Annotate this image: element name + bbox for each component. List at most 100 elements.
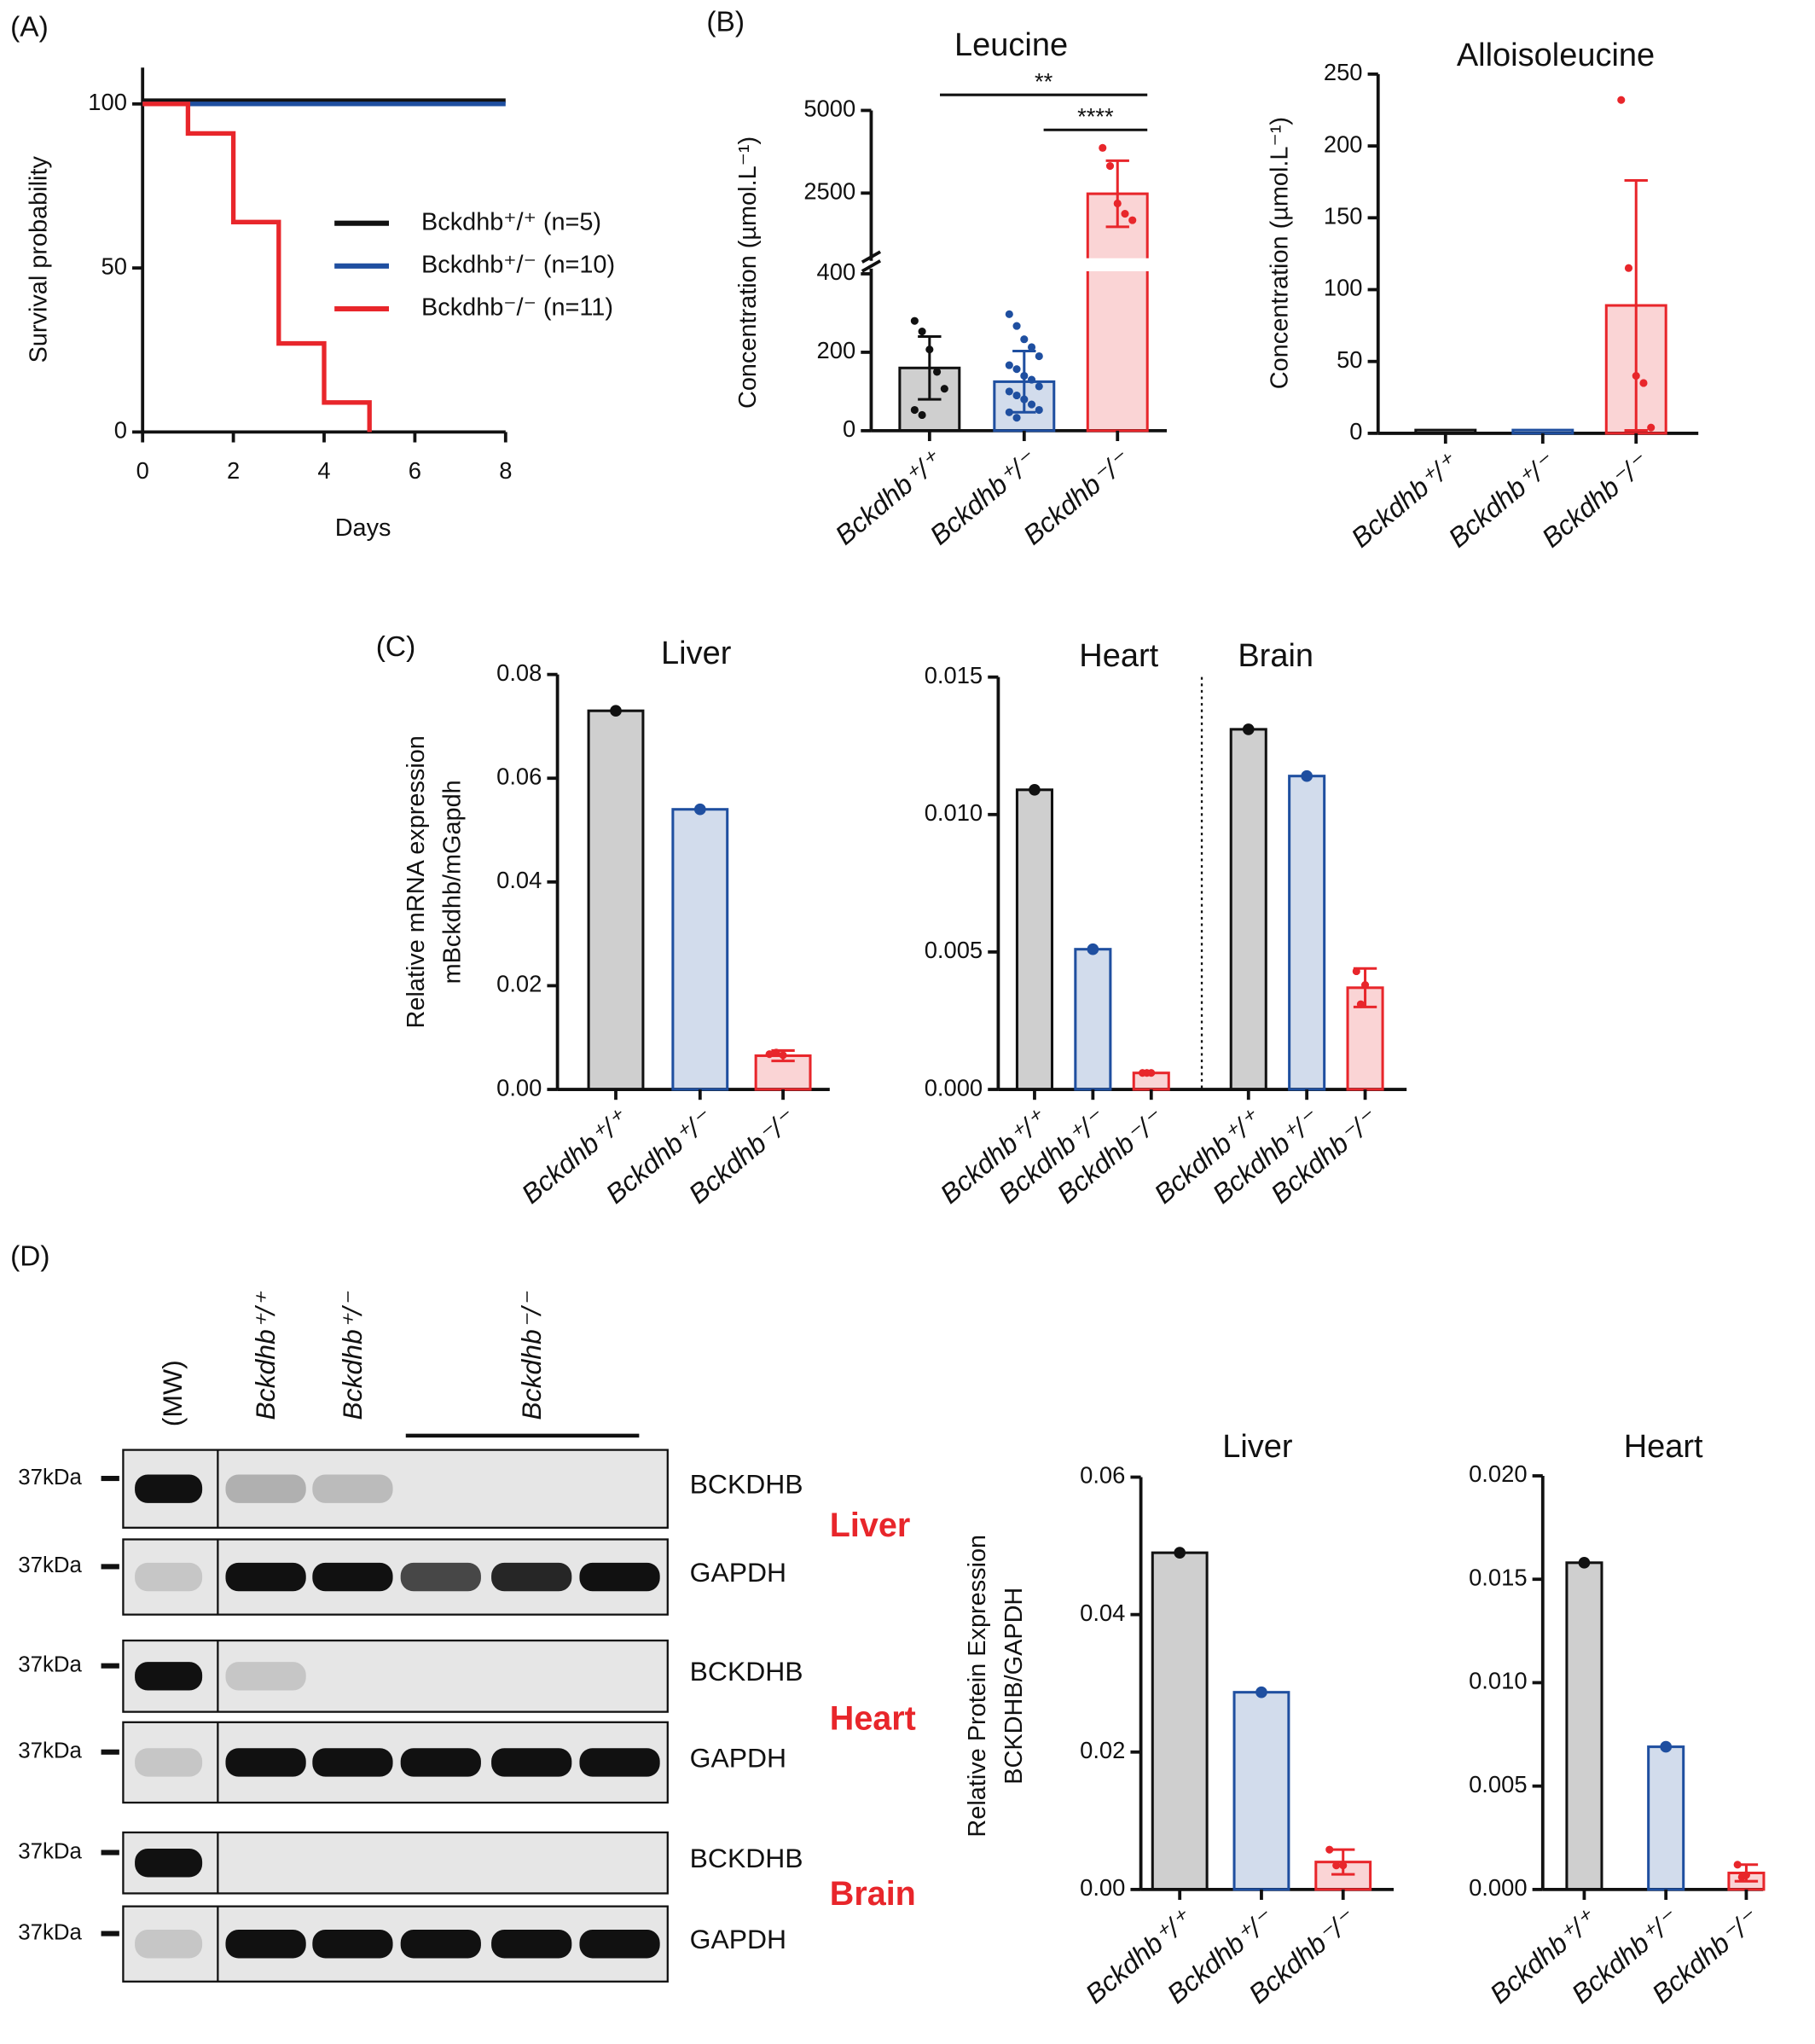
blot-band bbox=[579, 1562, 660, 1592]
bar bbox=[1414, 428, 1477, 435]
x-tick-label: 2 bbox=[227, 457, 240, 484]
y-axis-label: Relative Protein Expression bbox=[964, 1535, 991, 1838]
data-point bbox=[1012, 322, 1021, 330]
tissue-label: Heart bbox=[830, 1700, 916, 1738]
blot-band bbox=[400, 1748, 481, 1777]
y-tick-label: 0 bbox=[843, 415, 855, 442]
data-point bbox=[772, 1048, 780, 1057]
data-point bbox=[1012, 391, 1021, 400]
blot-band bbox=[225, 1474, 306, 1503]
x-tick-label: Bckdhb⁻/⁻ bbox=[1536, 447, 1655, 554]
chart-title: Liver bbox=[661, 636, 732, 671]
data-point bbox=[910, 405, 919, 415]
data-point bbox=[1027, 343, 1036, 351]
y-tick-label: 200 bbox=[1324, 131, 1363, 157]
blot-band bbox=[135, 1474, 203, 1503]
x-tick-label: 6 bbox=[409, 457, 421, 484]
y-tick-label: 0.02 bbox=[496, 971, 542, 997]
bar bbox=[1151, 1551, 1209, 1891]
bar bbox=[1232, 1691, 1290, 1891]
y-axis-label: Survival probability bbox=[26, 156, 53, 363]
x-tick-label: 8 bbox=[499, 457, 512, 484]
bar bbox=[1074, 948, 1112, 1091]
chart-title: Heart bbox=[1079, 638, 1158, 674]
panel-label: (C) bbox=[376, 631, 415, 663]
error-bar bbox=[1624, 178, 1648, 433]
y-axis-label: Concentration (µmol.L⁻¹) bbox=[1266, 117, 1293, 389]
data-point bbox=[1301, 769, 1313, 782]
x-tick-label: 4 bbox=[317, 457, 330, 484]
data-point bbox=[1099, 143, 1107, 152]
blot-band bbox=[312, 1562, 393, 1592]
y-tick-label: 0.00 bbox=[1080, 1874, 1125, 1901]
data-point bbox=[940, 385, 948, 393]
data-point bbox=[1332, 1861, 1341, 1870]
data-point bbox=[1617, 96, 1626, 104]
y-tick-label: 0 bbox=[114, 417, 127, 444]
panel-label: (A) bbox=[10, 12, 49, 44]
blot-band bbox=[400, 1930, 481, 1959]
x-axis-label: Days bbox=[335, 514, 391, 542]
protein-label: BCKDHB bbox=[690, 1843, 803, 1873]
y-tick-label: 0.010 bbox=[1469, 1668, 1527, 1694]
data-point bbox=[1020, 395, 1029, 404]
blot-band bbox=[491, 1562, 572, 1592]
data-point bbox=[1174, 1547, 1186, 1559]
blot-strip bbox=[122, 1831, 669, 1895]
blot-band bbox=[225, 1562, 306, 1592]
y-axis-label: mBckdhb/mGapdh bbox=[439, 780, 467, 984]
blot-band bbox=[225, 1930, 306, 1959]
y-axis-label: BCKDHB/GAPDH bbox=[1000, 1588, 1028, 1785]
data-point bbox=[1147, 1069, 1156, 1077]
significance-label: ** bbox=[1035, 68, 1053, 95]
data-point bbox=[1624, 264, 1633, 272]
axis-break bbox=[861, 250, 882, 273]
x-tick-label: 0 bbox=[136, 457, 149, 484]
blot-strip bbox=[122, 1449, 669, 1529]
data-point bbox=[1020, 335, 1029, 344]
data-point bbox=[1128, 216, 1137, 224]
marker-label: 37kDa bbox=[18, 1653, 82, 1677]
data-point bbox=[1005, 408, 1013, 416]
y-tick-label: 0.000 bbox=[1469, 1874, 1527, 1901]
y-tick-label: 5000 bbox=[803, 96, 855, 122]
tissue-label: Brain bbox=[830, 1875, 916, 1913]
blot-band bbox=[579, 1930, 660, 1959]
data-point bbox=[1352, 967, 1360, 976]
blot-band bbox=[491, 1748, 572, 1777]
data-point bbox=[1005, 310, 1013, 318]
blot-band bbox=[312, 1474, 393, 1503]
data-point bbox=[1113, 199, 1122, 208]
data-point bbox=[1035, 351, 1043, 361]
lane-label: Bckdhb⁻/⁻ bbox=[516, 1292, 547, 1420]
y-tick-label: 0.015 bbox=[1469, 1564, 1527, 1590]
blot-band bbox=[135, 1562, 203, 1592]
y-tick-label: 0.020 bbox=[1469, 1460, 1527, 1487]
marker-label: 37kDa bbox=[18, 1466, 82, 1489]
marker-dash bbox=[101, 1663, 119, 1669]
marker-dash bbox=[101, 1749, 119, 1755]
marker-dash bbox=[101, 1849, 119, 1855]
y-tick-label: 50 bbox=[1337, 346, 1362, 373]
blot-strip bbox=[122, 1905, 669, 1983]
y-tick-label: 100 bbox=[1324, 275, 1363, 301]
y-tick-label: 400 bbox=[817, 258, 856, 285]
marker-dash bbox=[101, 1931, 119, 1937]
blot-band bbox=[135, 1662, 203, 1691]
data-point bbox=[779, 1051, 787, 1060]
bar bbox=[1565, 1561, 1603, 1891]
blot-strip bbox=[122, 1538, 669, 1616]
y-axis-label: Relative mRNA expression bbox=[403, 735, 430, 1028]
bar bbox=[1647, 1745, 1685, 1891]
data-point bbox=[1255, 1686, 1267, 1698]
data-point bbox=[765, 1050, 774, 1059]
y-tick-label: 100 bbox=[88, 89, 127, 115]
chart-title: Heart bbox=[1624, 1429, 1703, 1465]
protein-label: GAPDH bbox=[690, 1557, 786, 1588]
chart-title: Brain bbox=[1238, 638, 1313, 674]
marker-label: 37kDa bbox=[18, 1839, 82, 1863]
lane-label: Bckdhb⁺/⁺ bbox=[250, 1292, 281, 1420]
data-point bbox=[1339, 1861, 1348, 1870]
data-point bbox=[1121, 210, 1129, 218]
